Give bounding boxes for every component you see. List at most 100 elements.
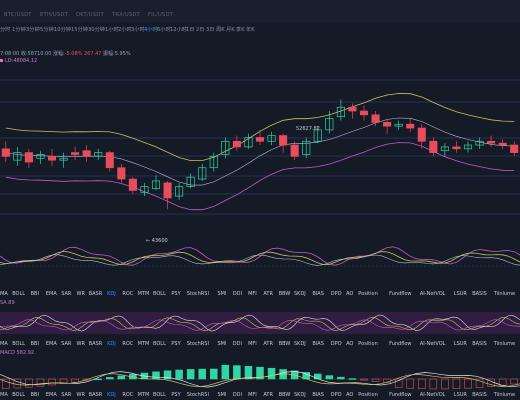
- indicator-option[interactable]: MA: [0, 392, 8, 398]
- candle[interactable]: [429, 140, 438, 153]
- indicator-option[interactable]: BOLL: [12, 291, 26, 297]
- timeframe-option[interactable]: 5分钟: [40, 27, 54, 33]
- timeframe-option[interactable]: 1日: [186, 27, 195, 33]
- candle[interactable]: [186, 176, 195, 187]
- indicator-option[interactable]: BIAS: [312, 291, 324, 297]
- indicator-option[interactable]: ATR: [263, 291, 273, 297]
- indicator-option[interactable]: PSY: [171, 341, 181, 347]
- indicator-option[interactable]: SMI: [217, 341, 227, 347]
- indicator-option[interactable]: LSUR: [453, 392, 467, 398]
- indicator-option[interactable]: Fundflow: [389, 341, 412, 347]
- indicator-option[interactable]: ROC: [122, 291, 134, 297]
- candle[interactable]: [59, 157, 68, 161]
- candle[interactable]: [198, 167, 207, 180]
- indicator-option[interactable]: ROC: [122, 341, 134, 347]
- timeframe-option[interactable]: 月K: [226, 27, 235, 33]
- indicator-option[interactable]: WR: [76, 392, 85, 398]
- indicator-option[interactable]: MTM: [137, 392, 150, 398]
- indicator-option[interactable]: WR: [76, 291, 85, 297]
- indicator-option[interactable]: MTM: [137, 341, 150, 347]
- timeframe-option[interactable]: 6小时: [157, 27, 171, 33]
- indicator-option[interactable]: Tiinlume: [493, 392, 516, 398]
- candle[interactable]: [24, 152, 33, 163]
- indicator-option[interactable]: DPO: [330, 392, 342, 398]
- indicator-option[interactable]: AI-NetVOL: [419, 341, 446, 347]
- indicator-option[interactable]: PSY: [171, 392, 181, 398]
- indicator-option[interactable]: Tiinlume: [493, 291, 516, 297]
- indicator-option[interactable]: AO: [346, 341, 354, 347]
- indicator-option[interactable]: Position: [358, 392, 378, 398]
- indicator-option[interactable]: DPO: [330, 291, 342, 297]
- indicator-option[interactable]: ATR: [263, 392, 273, 398]
- candle[interactable]: [313, 129, 322, 142]
- symbol-tab[interactable]: ETH/USDT: [40, 12, 68, 18]
- indicator-option[interactable]: MFI: [248, 291, 257, 297]
- timeframe-option[interactable]: 3日: [206, 27, 215, 33]
- timeframe-option[interactable]: 30分钟: [88, 27, 105, 33]
- candle[interactable]: [475, 140, 484, 146]
- indicator-option[interactable]: LSUR: [453, 341, 467, 347]
- indicator-option[interactable]: BOLL: [153, 291, 166, 297]
- candle[interactable]: [383, 122, 392, 127]
- candle[interactable]: [359, 110, 369, 116]
- candle[interactable]: [255, 137, 265, 142]
- oscillator-panel[interactable]: [0, 308, 520, 346]
- timeframe-option[interactable]: 年K: [246, 27, 255, 33]
- candle[interactable]: [151, 180, 161, 189]
- indicator-option[interactable]: Position: [358, 291, 378, 297]
- candle[interactable]: [82, 150, 91, 157]
- indicator-option[interactable]: KDJ: [107, 341, 116, 347]
- indicator-option[interactable]: BIAS: [312, 392, 324, 398]
- candle[interactable]: [36, 154, 45, 159]
- indicator-option[interactable]: StochRSI: [186, 341, 209, 347]
- candle[interactable]: [244, 137, 253, 148]
- candlestick-chart[interactable]: 52627.82 ← 43600: [0, 66, 520, 246]
- rsi-panel[interactable]: [0, 226, 520, 274]
- indicator-option[interactable]: SKDJ: [294, 291, 306, 297]
- indicator-option[interactable]: Position: [358, 341, 378, 347]
- indicator-option[interactable]: ROC: [122, 392, 134, 398]
- indicator-option[interactable]: BASIS: [472, 291, 487, 297]
- indicator-option[interactable]: SKDJ: [294, 341, 306, 347]
- indicator-option[interactable]: Fundflow: [389, 392, 412, 398]
- indicator-option[interactable]: BASR: [88, 392, 103, 398]
- symbol-tab[interactable]: TRX/USDT: [112, 12, 140, 18]
- timeframe-option[interactable]: 3分钟: [26, 27, 40, 33]
- candle[interactable]: [71, 152, 80, 155]
- candle[interactable]: [348, 106, 357, 112]
- indicator-option[interactable]: EMA: [45, 291, 57, 297]
- indicator-option[interactable]: KDJ: [107, 291, 116, 297]
- indicator-option[interactable]: BOLL: [153, 341, 166, 347]
- indicator-option[interactable]: SAR: [61, 341, 72, 347]
- indicator-option[interactable]: SKDJ: [294, 392, 306, 398]
- candle[interactable]: [487, 140, 496, 144]
- timeframe-option[interactable]: 分时: [0, 27, 11, 33]
- indicator-option[interactable]: EMA: [45, 392, 57, 398]
- candle[interactable]: [302, 140, 311, 155]
- candle[interactable]: [1, 148, 10, 157]
- candle[interactable]: [117, 167, 126, 180]
- indicator-option[interactable]: StochRSI: [186, 291, 209, 297]
- timeframe-option[interactable]: 12小时: [170, 27, 187, 33]
- indicator-option[interactable]: Tiinlume: [493, 341, 516, 347]
- candle[interactable]: [325, 118, 334, 131]
- indicator-option[interactable]: BASR: [88, 341, 103, 347]
- timeframe-option[interactable]: 2日: [196, 27, 205, 33]
- symbol-tab[interactable]: BTC/USDT: [4, 12, 32, 18]
- timeframe-option[interactable]: 1分钟: [12, 27, 26, 33]
- timeframe-option[interactable]: 周K: [216, 27, 225, 33]
- indicator-option[interactable]: ATR: [263, 341, 273, 347]
- indicator-option[interactable]: KDJ: [107, 392, 116, 398]
- candle[interactable]: [417, 127, 426, 142]
- candle[interactable]: [510, 144, 519, 153]
- candle[interactable]: [232, 140, 241, 148]
- indicator-option[interactable]: DPO: [330, 341, 342, 347]
- indicator-option[interactable]: BASIS: [472, 341, 487, 347]
- timeframe-option[interactable]: 3小时: [131, 27, 145, 33]
- timeframe-option[interactable]: 10分钟: [54, 27, 71, 33]
- indicator-option[interactable]: BBI: [30, 341, 39, 347]
- indicator-option[interactable]: BBW: [278, 291, 291, 297]
- indicator-option[interactable]: BOLL: [12, 392, 26, 398]
- indicator-option[interactable]: DDI: [232, 392, 242, 398]
- indicator-option[interactable]: Fundflow: [389, 291, 412, 297]
